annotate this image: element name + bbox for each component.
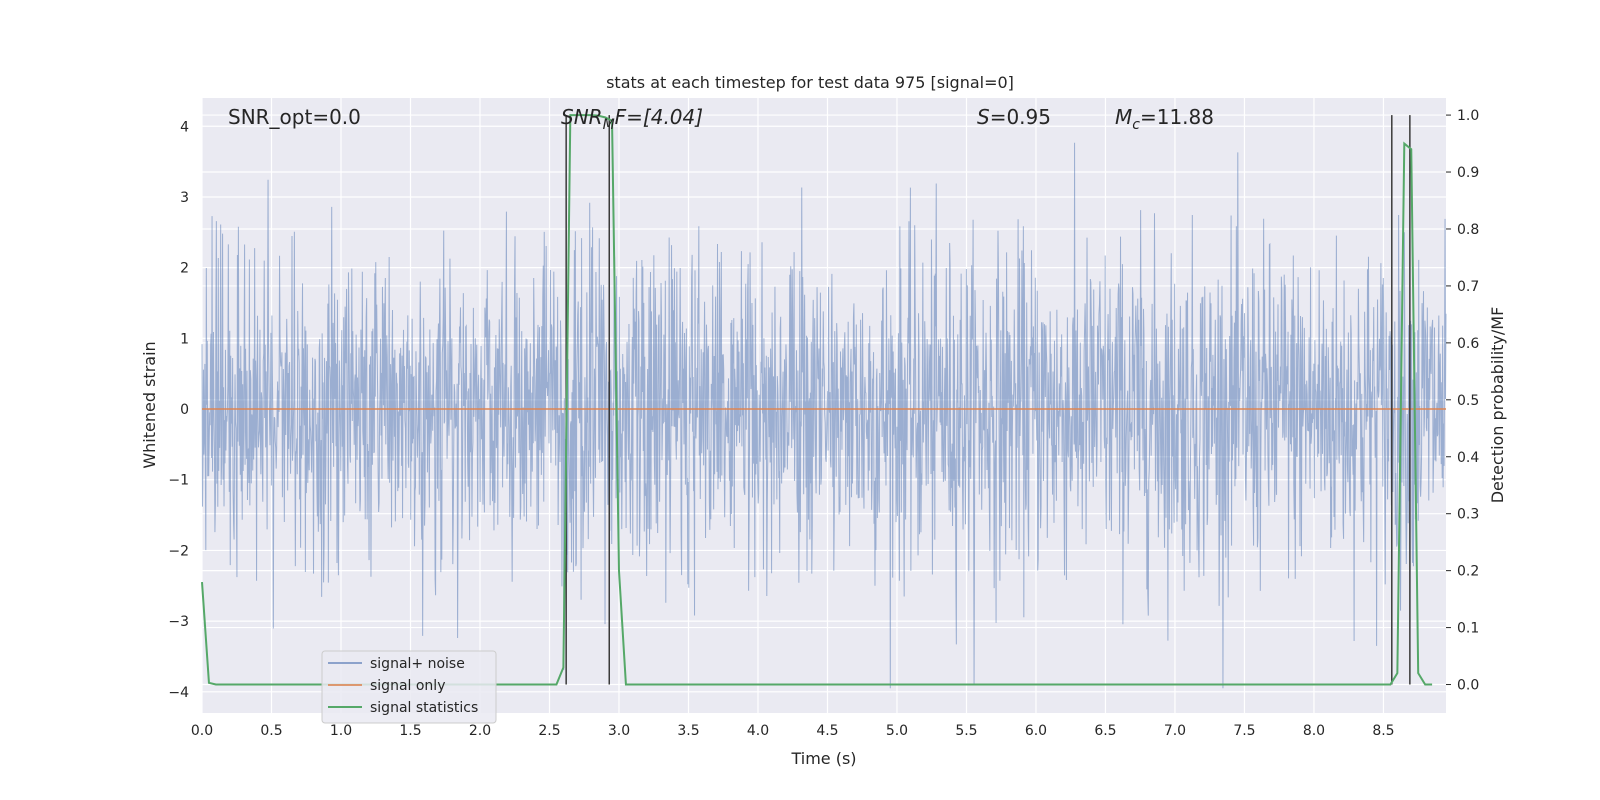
y-axis-label-left: Whitened strain [140, 341, 159, 468]
x-tick-label-9: 4.5 [816, 723, 838, 739]
x-tick-label-13: 6.5 [1094, 723, 1116, 739]
legend-label-signal-statistics: signal statistics [370, 700, 478, 716]
annotation-s: S=0.95 [977, 105, 1051, 129]
annotation-mc: Mc=11.88 [1115, 105, 1214, 133]
y-tick-label-right-2: 0.2 [1457, 564, 1479, 580]
y-ticks-right: 0.0 0.1 0.2 0.3 0.4 0.5 0.6 0.7 0.8 0.9 1.0 [1446, 108, 1479, 694]
y-tick-label-right-8: 0.8 [1457, 222, 1479, 238]
x-tick-label-17: 8.5 [1372, 723, 1394, 739]
x-ticks: 0.0 0.5 1.0 1.5 2.0 2.5 3.0 3.5 4.0 4.5 5.0 5.5 6.0 6… [191, 723, 1395, 739]
x-tick-label-6: 3.0 [608, 723, 630, 739]
x-tick-label-7: 3.5 [677, 723, 699, 739]
y-axis-label-right: Detection probability/MF [1488, 307, 1507, 504]
series-signal-statistics [201, 114, 1433, 686]
x-tick-label-3: 1.5 [399, 723, 421, 739]
annotation-mc-name: M [1115, 105, 1132, 129]
y-tick-label-left-4: 0 [180, 402, 189, 418]
x-tick-label-16: 8.0 [1303, 723, 1325, 739]
x-tick-label-4: 2.0 [469, 723, 491, 739]
signal-statistics-line [201, 114, 1433, 686]
y-tick-label-right-1: 0.1 [1457, 621, 1479, 637]
y-tick-label-right-9: 0.9 [1457, 165, 1479, 181]
annotation-snr-mf-name: SNR [561, 105, 603, 129]
y-tick-label-right-5: 0.5 [1457, 393, 1479, 409]
y-tick-label-right-3: 0.3 [1457, 507, 1479, 523]
y-tick-label-right-0: 0.0 [1457, 678, 1479, 694]
legend-label-signal-only: signal only [370, 678, 445, 694]
y-tick-label-left-0: −4 [168, 685, 189, 701]
x-tick-label-1: 0.5 [260, 723, 282, 739]
y-tick-label-right-7: 0.7 [1457, 279, 1479, 295]
x-tick-label-5: 2.5 [538, 723, 560, 739]
x-tick-label-15: 7.5 [1233, 723, 1255, 739]
y-tick-label-right-10: 1.0 [1457, 108, 1479, 124]
noise-line [201, 142, 1447, 689]
y-tick-label-left-1: −3 [168, 614, 189, 630]
annotation-s-rest: =0.95 [990, 105, 1051, 129]
x-tick-label-0: 0.0 [191, 723, 213, 739]
y-tick-label-left-2: −2 [168, 543, 189, 559]
annotation-mc-rest: =11.88 [1140, 105, 1214, 129]
series-signal-noise [201, 142, 1447, 689]
legend-box [321, 650, 497, 724]
x-tick-label-10: 5.0 [886, 723, 908, 739]
x-axis-label: Time (s) [790, 749, 856, 768]
y-tick-label-right-4: 0.4 [1457, 450, 1479, 466]
annotation-snr-mf: SNRMF=[4.04] [561, 105, 703, 133]
chart-title: stats at each timestep for test data 975… [606, 73, 1014, 92]
y-tick-label-left-3: −1 [168, 473, 189, 489]
x-tick-label-12: 6.0 [1025, 723, 1047, 739]
x-tick-label-8: 4.0 [747, 723, 769, 739]
annotation-s-name: S [977, 105, 990, 129]
legend-label-signal-noise: signal+ noise [370, 656, 465, 672]
y-ticks-left: −4 −3 −2 −1 0 1 2 3 4 [168, 119, 189, 701]
y-tick-label-left-8: 4 [180, 119, 189, 135]
legend: signal+ noise signal only signal statist… [321, 650, 497, 724]
y-tick-label-left-7: 3 [180, 190, 189, 206]
annotation-snr-mf-rest: F=[4.04] [615, 105, 703, 129]
annotation-mc-sub: c [1132, 117, 1140, 133]
annotation-snr-mf-sub: M [603, 117, 615, 133]
y-tick-label-left-5: 1 [180, 331, 189, 347]
y-tick-label-right-6: 0.6 [1457, 336, 1479, 352]
y-tick-label-left-6: 2 [180, 261, 189, 277]
x-tick-label-14: 7.0 [1164, 723, 1186, 739]
x-tick-label-11: 5.5 [955, 723, 977, 739]
annotation-snr-opt: SNR_opt=0.0 [228, 105, 361, 129]
x-tick-label-2: 1.0 [330, 723, 352, 739]
